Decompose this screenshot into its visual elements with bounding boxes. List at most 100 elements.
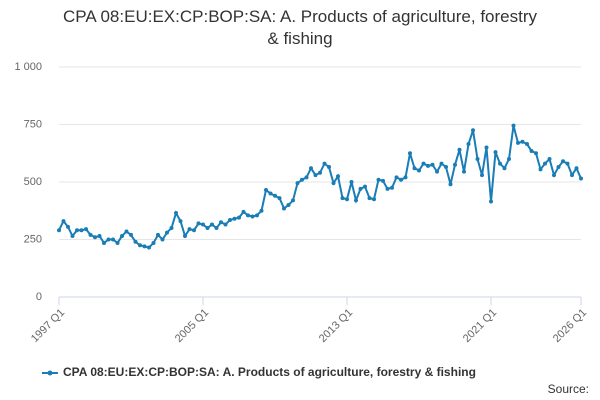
point [84, 227, 88, 232]
y-tick-label: 0 [36, 291, 42, 303]
point [237, 215, 241, 220]
point [255, 213, 259, 218]
point [111, 237, 115, 242]
point [291, 198, 295, 203]
point [192, 228, 196, 233]
point [565, 161, 570, 166]
point [151, 240, 156, 245]
point [205, 226, 210, 230]
point [394, 175, 399, 180]
point [102, 240, 106, 245]
point [543, 161, 547, 166]
point [340, 196, 345, 201]
point [61, 219, 66, 224]
point [264, 188, 268, 193]
x-tick-label: 2005 Q1 [173, 307, 211, 345]
point [475, 157, 480, 161]
point [57, 228, 61, 233]
point [421, 161, 426, 166]
point [520, 139, 525, 144]
point [124, 229, 129, 234]
point [574, 166, 579, 171]
x-tick-label: 2021 Q1 [461, 307, 499, 345]
point [372, 197, 376, 202]
point [498, 161, 502, 166]
point [75, 228, 79, 233]
point [552, 173, 556, 178]
point [484, 145, 489, 150]
point [534, 151, 538, 156]
point [417, 168, 421, 173]
point [430, 162, 435, 167]
source: Source: [548, 382, 589, 396]
series-line [58, 125, 582, 249]
point [502, 166, 507, 171]
point [354, 198, 358, 203]
point [367, 196, 372, 201]
point [489, 199, 493, 204]
legend-marker [47, 370, 53, 376]
point [381, 178, 385, 183]
point [246, 213, 250, 218]
point [349, 180, 354, 184]
y-tick-label: 1 000 [14, 61, 42, 73]
point [313, 173, 318, 178]
point [448, 182, 453, 187]
point [88, 232, 93, 237]
point [70, 234, 75, 239]
y-tick-label: 500 [24, 176, 42, 188]
point [273, 193, 277, 198]
point [358, 186, 363, 191]
point [282, 206, 286, 211]
point [453, 162, 457, 167]
chart-title: CPA 08:EU:EX:CP:BOP:SA: A. Products of a… [63, 7, 537, 48]
point [250, 214, 255, 219]
point [529, 148, 534, 153]
point [444, 165, 448, 170]
x-tick-label: 2013 Q1 [317, 307, 355, 345]
y-tick-label: 250 [24, 233, 42, 245]
legend-label: CPA 08:EU:EX:CP:BOP:SA: A. Products of a… [63, 365, 476, 379]
point [241, 209, 246, 214]
point [336, 174, 340, 179]
point [79, 228, 84, 233]
point [259, 208, 264, 213]
point [232, 216, 237, 221]
point [228, 217, 232, 222]
point [327, 165, 331, 170]
point [300, 177, 304, 182]
point [138, 243, 142, 248]
point [390, 185, 394, 190]
point [466, 142, 471, 147]
point [322, 161, 327, 166]
point [345, 197, 349, 202]
point [426, 163, 430, 168]
point [538, 167, 543, 172]
point [363, 184, 367, 189]
point [403, 175, 408, 180]
x-tick-label: 2026 Q1 [551, 307, 589, 345]
point [286, 203, 291, 207]
point [156, 232, 160, 237]
point [214, 226, 219, 230]
point [106, 237, 111, 242]
x-tick-label: 1997 Q1 [29, 307, 67, 345]
point [471, 128, 475, 133]
point [570, 173, 574, 178]
point [304, 175, 309, 180]
point [547, 157, 552, 161]
point [165, 230, 169, 235]
point [147, 245, 151, 250]
point [219, 220, 223, 225]
point [133, 239, 138, 244]
point [561, 159, 565, 164]
point [129, 232, 133, 237]
point [93, 235, 97, 240]
point [183, 234, 187, 239]
point [385, 186, 390, 191]
point [480, 173, 484, 178]
point [579, 176, 583, 181]
point [268, 191, 273, 196]
